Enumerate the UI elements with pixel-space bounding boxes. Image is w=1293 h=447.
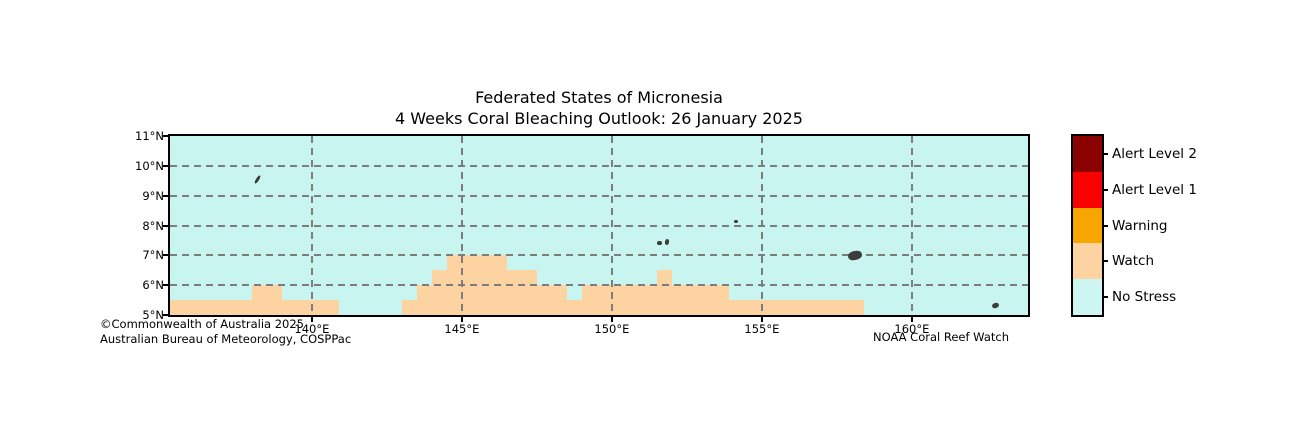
legend-tick (1102, 224, 1108, 227)
x-tick-mark (310, 317, 313, 322)
x-tick-mark (760, 317, 763, 322)
gridline-lat-8 (170, 224, 1028, 227)
map-ocean (170, 136, 1028, 315)
credit-bom: ©Commonwealth of Australia 2025 Australi… (100, 317, 351, 346)
legend-swatch-no-stress (1073, 279, 1102, 315)
y-tick-mark (163, 254, 168, 257)
legend-colorbar (1071, 134, 1104, 317)
y-tick-label: 5°N (142, 308, 164, 322)
y-tick-label: 11°N (135, 129, 164, 143)
gridline-lat-6 (170, 284, 1028, 287)
legend-swatch-warning (1073, 207, 1102, 244)
y-tick-label: 8°N (142, 218, 164, 233)
gridline-lon-140 (310, 136, 313, 315)
y-tick-mark (163, 284, 168, 287)
x-tick-label: 155°E (744, 322, 780, 336)
title-line-2: 4 Weeks Coral Bleaching Outlook: 26 Janu… (395, 109, 803, 128)
map-plot-area (168, 134, 1030, 317)
watch-region (581, 285, 729, 301)
legend-tick (1102, 260, 1108, 263)
y-tick-label: 9°N (142, 188, 164, 203)
gridline-lat-7 (170, 254, 1028, 257)
gridline-lon-160 (910, 136, 913, 315)
watch-region (446, 255, 507, 271)
y-tick-mark (163, 194, 168, 197)
legend-tick (1102, 296, 1108, 299)
x-tick-mark (910, 317, 913, 322)
gridline-lon-155 (760, 136, 763, 315)
x-tick-label: 145°E (444, 322, 480, 336)
y-tick-mark (163, 135, 168, 137)
y-tick-mark (163, 224, 168, 227)
island-kosrae (991, 301, 1001, 309)
watch-region (251, 285, 282, 301)
x-tick-label: 150°E (594, 322, 630, 336)
y-tick-label: 6°N (142, 278, 164, 293)
legend-label-alert-level-2: Alert Level 2 (1112, 145, 1197, 162)
watch-region (401, 300, 864, 315)
y-tick-mark (163, 164, 168, 167)
y-tick-label: 7°N (142, 248, 164, 263)
gridline-lat-10 (170, 164, 1028, 167)
y-tick-label: 10°N (135, 158, 164, 173)
watch-region (416, 285, 567, 301)
island-pohnpei (847, 249, 863, 262)
watch-region (170, 300, 339, 315)
chart-title: Federated States of Micronesia 4 Weeks C… (170, 87, 1028, 129)
watch-region (431, 270, 537, 286)
island-chuuk-a (656, 241, 662, 246)
island-oroluk (733, 219, 738, 223)
legend-swatch-alert-level-2 (1073, 136, 1102, 172)
x-tick-mark (460, 317, 463, 322)
legend-label-warning: Warning (1112, 217, 1168, 234)
credit-bom-line-2: Australian Bureau of Meteorology, COSPPa… (100, 331, 352, 346)
legend-label-watch: Watch (1112, 253, 1155, 270)
x-tick-label: 160°E (894, 322, 930, 336)
y-tick-mark (163, 314, 168, 316)
legend-tick (1102, 188, 1108, 191)
gridline-lat-9 (170, 194, 1028, 197)
legend-label-alert-level-1: Alert Level 1 (1112, 181, 1197, 198)
x-tick-label: 140°E (294, 322, 330, 336)
watch-region (656, 270, 672, 286)
island-chuuk-b (664, 238, 670, 245)
gridline-lon-150 (610, 136, 613, 315)
legend-swatch-watch (1073, 243, 1102, 280)
island-yap (253, 175, 261, 185)
title-line-1: Federated States of Micronesia (475, 88, 723, 107)
legend-label-no-stress: No Stress (1112, 289, 1177, 306)
gridline-lon-145 (460, 136, 463, 315)
x-tick-mark (610, 317, 613, 322)
credit-bom-line-1: ©Commonwealth of Australia 2025 (100, 317, 305, 331)
credit-noaa: NOAA Coral Reef Watch (873, 330, 1009, 344)
legend-swatch-alert-level-1 (1073, 171, 1102, 208)
legend-tick (1102, 152, 1108, 155)
